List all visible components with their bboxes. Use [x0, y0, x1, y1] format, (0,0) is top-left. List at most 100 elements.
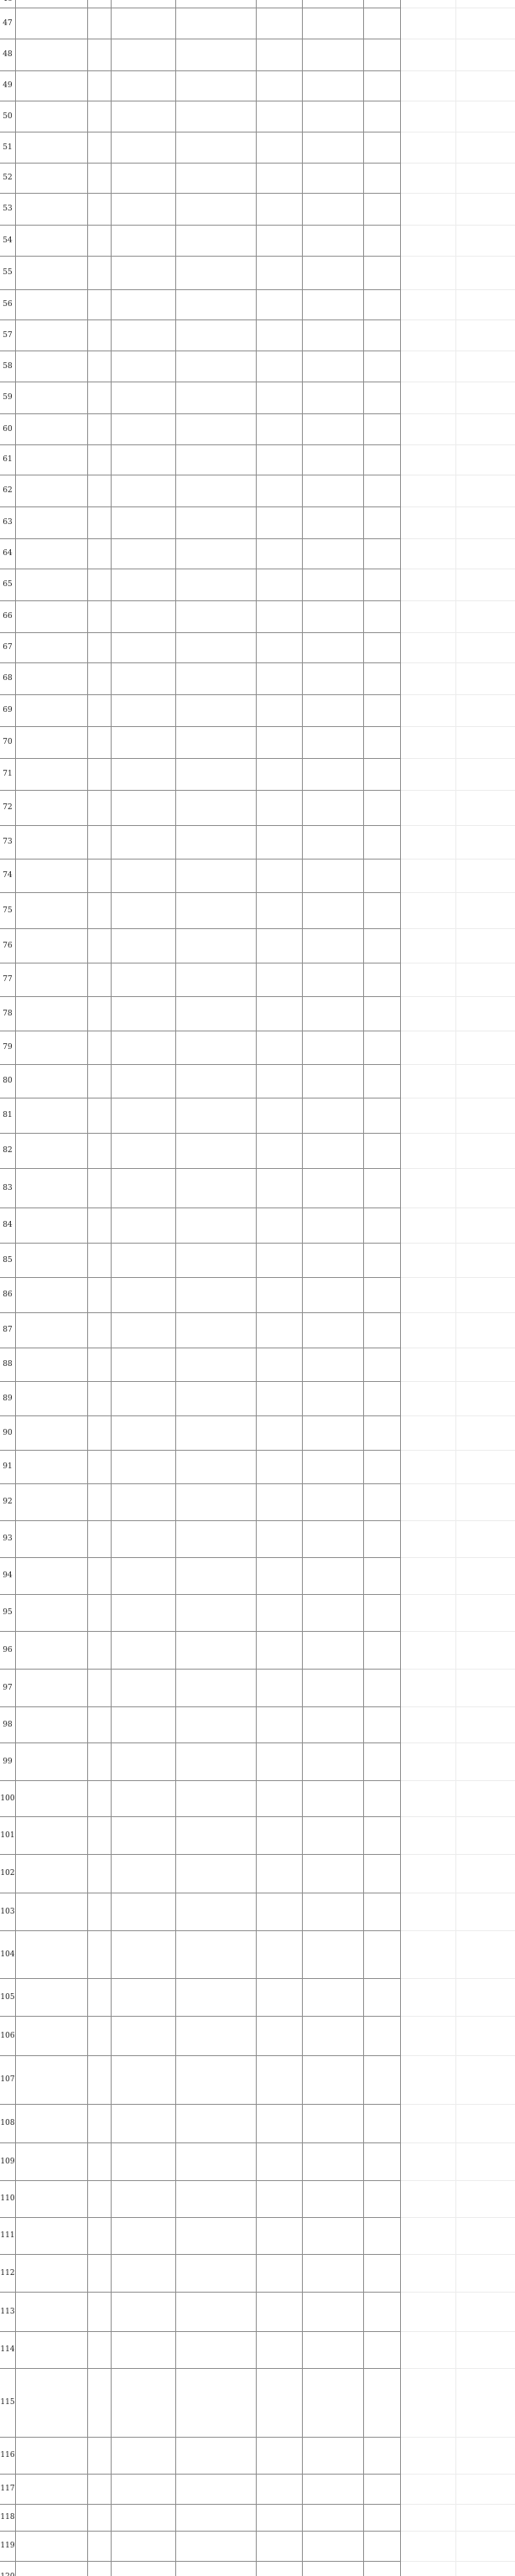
grid-cell[interactable]: [400, 1594, 515, 1631]
grid-cell[interactable]: [400, 256, 515, 289]
grid-cell[interactable]: [175, 2254, 256, 2292]
grid-cell[interactable]: [111, 1098, 175, 1133]
grid-cell[interactable]: [15, 506, 87, 538]
grid-cell[interactable]: [15, 1669, 87, 1706]
grid-cell[interactable]: [302, 2561, 363, 2576]
grid-cell[interactable]: [15, 1415, 87, 1450]
grid-cell[interactable]: [15, 193, 87, 225]
grid-cell[interactable]: [87, 1706, 111, 1742]
grid-cell[interactable]: [15, 70, 87, 101]
grid-cell[interactable]: [111, 413, 175, 444]
grid-cell[interactable]: [256, 1415, 302, 1450]
grid-cell[interactable]: [87, 444, 111, 475]
grid-cell[interactable]: [302, 1780, 363, 1816]
grid-cell[interactable]: [400, 2254, 515, 2292]
grid-cell[interactable]: [363, 1168, 400, 1208]
grid-cell[interactable]: [256, 1450, 302, 1483]
grid-cell[interactable]: [15, 1854, 87, 1893]
grid-cell[interactable]: [363, 1594, 400, 1631]
grid-cell[interactable]: [175, 758, 256, 790]
grid-cell[interactable]: [256, 1742, 302, 1780]
grid-cell[interactable]: [15, 2474, 87, 2504]
grid-cell[interactable]: [15, 1594, 87, 1631]
grid-cell[interactable]: [111, 1780, 175, 1816]
grid-cell[interactable]: [87, 1669, 111, 1706]
grid-cell[interactable]: [400, 70, 515, 101]
grid-cell[interactable]: [175, 1742, 256, 1780]
grid-cell[interactable]: [302, 1450, 363, 1483]
grid-cell[interactable]: [256, 289, 302, 319]
grid-cell[interactable]: [111, 1816, 175, 1854]
grid-cell[interactable]: [87, 569, 111, 600]
grid-cell[interactable]: [15, 1450, 87, 1483]
grid-cell[interactable]: [302, 163, 363, 193]
grid-cell[interactable]: [256, 1277, 302, 1312]
grid-cell[interactable]: [400, 859, 515, 892]
grid-cell[interactable]: [87, 1133, 111, 1168]
grid-cell[interactable]: [175, 1893, 256, 1930]
grid-cell[interactable]: [87, 694, 111, 726]
grid-cell[interactable]: [175, 1277, 256, 1312]
grid-cell[interactable]: [256, 1631, 302, 1669]
grid-cell[interactable]: [111, 163, 175, 193]
grid-cell[interactable]: [363, 859, 400, 892]
grid-cell[interactable]: [175, 726, 256, 758]
grid-cell[interactable]: [175, 2561, 256, 2576]
grid-cell[interactable]: [175, 289, 256, 319]
grid-cell[interactable]: [175, 1312, 256, 1348]
grid-cell[interactable]: [87, 70, 111, 101]
grid-cell[interactable]: [111, 1208, 175, 1243]
grid-cell[interactable]: [15, 163, 87, 193]
grid-cell[interactable]: [363, 2180, 400, 2217]
grid-cell[interactable]: [111, 2217, 175, 2254]
grid-cell[interactable]: [400, 132, 515, 163]
grid-cell[interactable]: [256, 963, 302, 996]
grid-cell[interactable]: [400, 2217, 515, 2254]
grid-cell[interactable]: [175, 2217, 256, 2254]
grid-cell[interactable]: [256, 2104, 302, 2142]
grid-cell[interactable]: [15, 963, 87, 996]
grid-cell[interactable]: [256, 1168, 302, 1208]
grid-cell[interactable]: [302, 2292, 363, 2331]
grid-cell[interactable]: [302, 2474, 363, 2504]
grid-cell[interactable]: [302, 2254, 363, 2292]
grid-cell[interactable]: [256, 413, 302, 444]
grid-cell[interactable]: [111, 1706, 175, 1742]
grid-cell[interactable]: [400, 1816, 515, 1854]
grid-cell[interactable]: [363, 256, 400, 289]
grid-cell[interactable]: [256, 8, 302, 39]
grid-cell[interactable]: [175, 2104, 256, 2142]
grid-cell[interactable]: [111, 2331, 175, 2368]
grid-cell[interactable]: [302, 1312, 363, 1348]
grid-cell[interactable]: [400, 694, 515, 726]
grid-cell[interactable]: [400, 1669, 515, 1706]
grid-cell[interactable]: [256, 101, 302, 132]
grid-cell[interactable]: [87, 319, 111, 351]
grid-cell[interactable]: [175, 1381, 256, 1415]
grid-cell[interactable]: [363, 351, 400, 382]
grid-cell[interactable]: [256, 1557, 302, 1594]
grid-cell[interactable]: [87, 2368, 111, 2437]
grid-cell[interactable]: [15, 726, 87, 758]
grid-cell[interactable]: [87, 1168, 111, 1208]
grid-cell[interactable]: [87, 1780, 111, 1816]
grid-cell[interactable]: [111, 2531, 175, 2561]
grid-cell[interactable]: [87, 1064, 111, 1098]
grid-cell[interactable]: [175, 2142, 256, 2180]
grid-cell[interactable]: [302, 1742, 363, 1780]
grid-cell[interactable]: [111, 2142, 175, 2180]
grid-cell[interactable]: [256, 70, 302, 101]
grid-cell[interactable]: [400, 2368, 515, 2437]
grid-cell[interactable]: [175, 39, 256, 70]
grid-cell[interactable]: [111, 1854, 175, 1893]
grid-cell[interactable]: [400, 2104, 515, 2142]
grid-cell[interactable]: [400, 538, 515, 569]
grid-cell[interactable]: [400, 319, 515, 351]
grid-cell[interactable]: [256, 1706, 302, 1742]
grid-cell[interactable]: [87, 859, 111, 892]
grid-cell[interactable]: [256, 1243, 302, 1277]
grid-cell[interactable]: [87, 600, 111, 632]
grid-cell[interactable]: [302, 928, 363, 963]
grid-cell[interactable]: [175, 1854, 256, 1893]
grid-cell[interactable]: [302, 538, 363, 569]
